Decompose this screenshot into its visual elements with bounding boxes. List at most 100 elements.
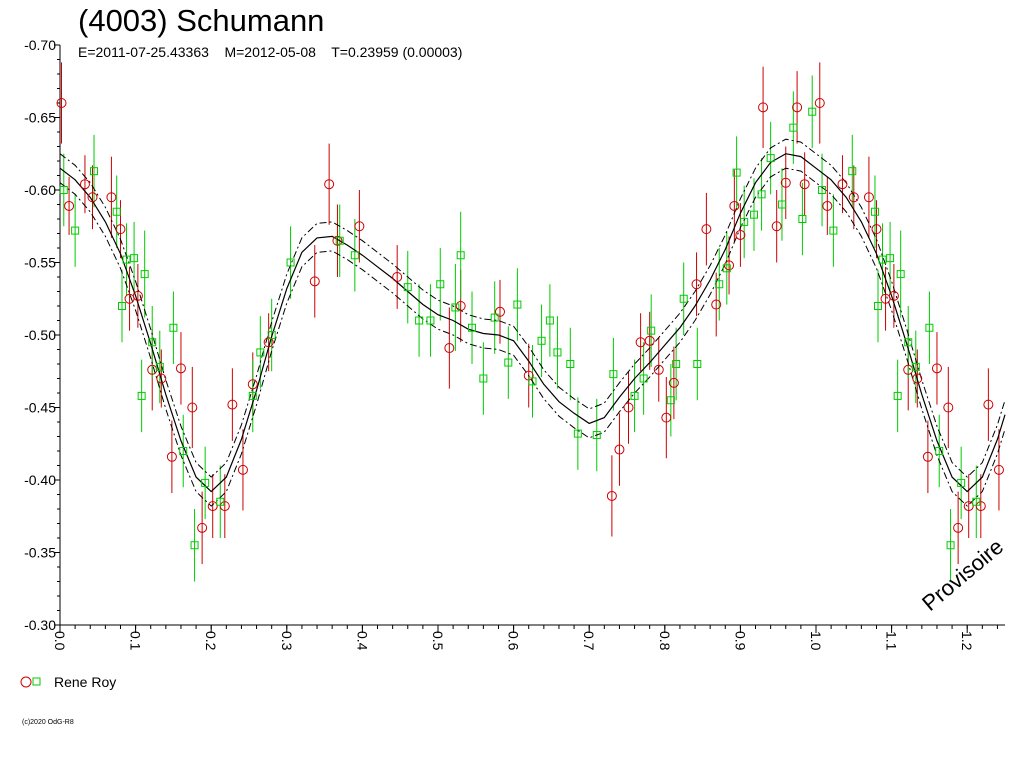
- data-point-square: [904, 338, 913, 347]
- data-point-square: [886, 254, 895, 263]
- data-point-circle: [711, 299, 722, 310]
- data-point-circle: [724, 260, 735, 271]
- data-point-circle: [653, 364, 664, 375]
- x-axis-ticks: 0.0 0.1 0.2 0.3 0.4 0.5 0.6 0.7 0.8 0.9 1.0 1.1 1.2: [52, 625, 998, 651]
- data-point-circle: [227, 399, 238, 410]
- copyright-note: (c)2020 OdG-R8: [22, 719, 74, 726]
- x-tick-label: 1.0: [808, 631, 824, 651]
- data-point-square: [957, 478, 966, 487]
- data-point-circle: [953, 522, 964, 533]
- y-axis-ticks: -0.70 -0.65 -0.60 -0.55 -0.50 -0.45 -0.40 -0.35…: [24, 37, 60, 633]
- x-tick-label: 0.1: [128, 631, 144, 651]
- data-point-circle: [444, 343, 455, 354]
- x-tick-label: 1.2: [959, 631, 975, 651]
- data-point-circle: [780, 177, 791, 188]
- data-point-square: [829, 226, 838, 235]
- data-point-square: [693, 360, 702, 368]
- data-point-square: [122, 255, 131, 264]
- x-tick-label: 0.8: [657, 631, 673, 651]
- data-point-square: [468, 323, 477, 332]
- error-bars: [61, 62, 1000, 582]
- data-point-square: [946, 541, 955, 550]
- data-point-square: [504, 358, 513, 367]
- data-point-circle: [332, 235, 343, 246]
- data-point-circle: [922, 451, 933, 462]
- x-tick-label: 0.3: [279, 631, 295, 651]
- data-point-circle: [975, 501, 986, 512]
- legend-label-observer: Rene Roy: [54, 674, 117, 690]
- data-point-square: [592, 431, 601, 440]
- data-point-circle: [156, 373, 167, 384]
- data-point-square: [750, 210, 759, 219]
- data-point-circle: [735, 229, 746, 240]
- chart-title: (4003) Schumann: [78, 3, 325, 38]
- data-point-square: [426, 316, 435, 325]
- data-point-circle: [237, 464, 248, 475]
- data-point-square: [148, 338, 157, 347]
- data-point-circle: [661, 412, 672, 423]
- data-point-circle: [931, 363, 942, 374]
- data-point-square: [456, 251, 465, 260]
- data-point-square: [248, 391, 257, 400]
- data-point-circle: [207, 501, 218, 512]
- data-point-square: [513, 300, 522, 309]
- data-point-circle: [888, 290, 899, 301]
- data-point-square: [630, 391, 639, 400]
- data-point-circle: [701, 224, 712, 235]
- y-tick-label: -0.45: [24, 400, 56, 416]
- data-point-circle: [187, 402, 198, 413]
- data-point-circle: [166, 451, 177, 462]
- data-point-circle: [79, 179, 90, 190]
- data-point-square: [740, 217, 749, 226]
- data-point-circle: [863, 192, 874, 203]
- data-point-square: [566, 360, 575, 368]
- x-tick-label: 0.5: [430, 631, 446, 651]
- data-point-circle: [983, 399, 994, 410]
- data-point-circle: [309, 276, 320, 287]
- data-point-square: [647, 326, 656, 335]
- data-point-square: [732, 168, 741, 177]
- x-tick-label: 0.7: [581, 631, 597, 651]
- data-point-square: [878, 255, 887, 264]
- data-point-circle: [822, 200, 833, 211]
- data-point-square: [553, 348, 562, 357]
- data-point-circle: [494, 306, 505, 317]
- data-point-square: [155, 362, 164, 371]
- data-point-square: [490, 313, 499, 322]
- data-point-circle: [943, 402, 954, 413]
- data-point-square: [896, 270, 905, 279]
- data-point-square: [777, 200, 786, 209]
- data-point-square: [925, 323, 934, 332]
- data-point-square: [403, 283, 412, 292]
- data-point-circle: [871, 224, 882, 235]
- data-point-square: [350, 251, 359, 260]
- data-point-square: [911, 362, 920, 371]
- data-point-square: [137, 391, 146, 400]
- data-point-circle: [771, 221, 782, 232]
- data-point-square: [201, 478, 210, 487]
- data-point-circle: [64, 200, 75, 211]
- data-point-square: [808, 107, 817, 116]
- data-point-circle: [623, 402, 634, 413]
- data-point-circle: [219, 501, 230, 512]
- data-point-square: [766, 154, 775, 163]
- data-point-circle: [729, 200, 740, 211]
- data-point-circle: [691, 279, 702, 290]
- x-tick-label: 0.2: [203, 631, 219, 651]
- data-point-circle: [792, 102, 803, 113]
- data-point-square: [267, 331, 276, 339]
- data-point-circle: [324, 179, 335, 190]
- data-point-circle: [644, 335, 655, 346]
- data-point-square: [59, 186, 68, 194]
- data-point-circle: [455, 301, 466, 311]
- data-point-circle: [197, 522, 208, 533]
- data-point-circle: [87, 192, 98, 203]
- data-point-circle: [848, 192, 859, 203]
- data-point-square: [112, 207, 121, 216]
- data-point-square: [216, 497, 225, 506]
- data-point-circle: [354, 221, 365, 232]
- data-point-square: [528, 377, 537, 386]
- data-point-square: [573, 429, 582, 438]
- y-tick-label: -0.65: [24, 110, 56, 126]
